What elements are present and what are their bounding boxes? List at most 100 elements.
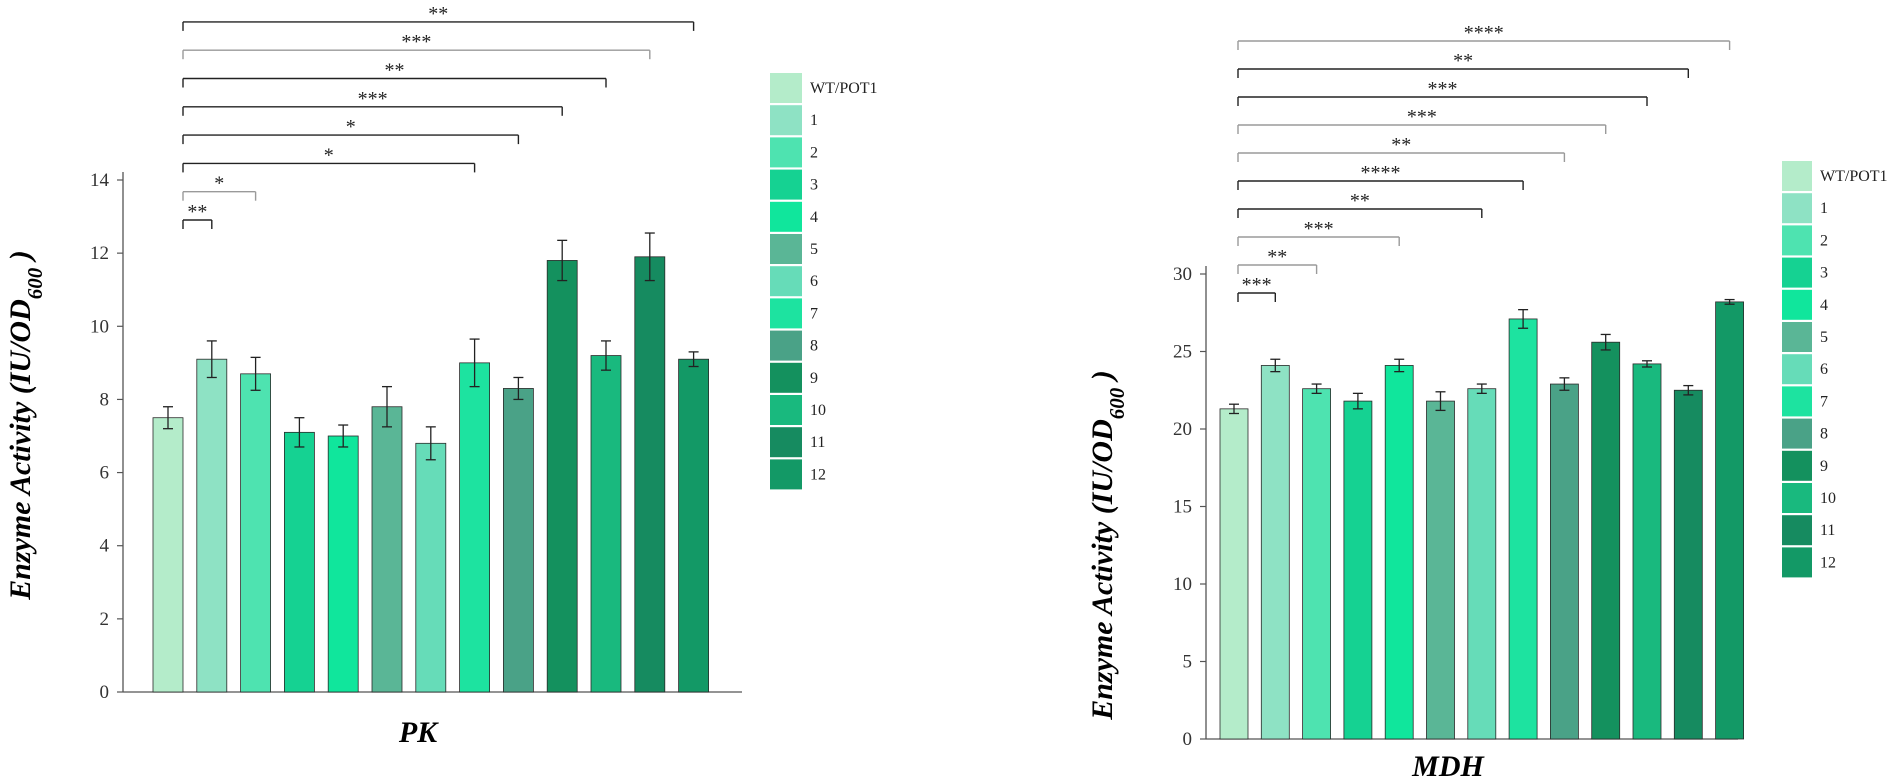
significance-bracket: *** xyxy=(182,88,563,116)
legend-swatch xyxy=(770,330,802,361)
significance-bracket: * xyxy=(182,116,520,145)
bar-7 xyxy=(459,362,491,693)
y-tick-label: 0 xyxy=(1183,729,1193,750)
legend-swatch xyxy=(1782,450,1812,481)
legend-swatch xyxy=(770,266,802,297)
y-tick-label: 10 xyxy=(90,316,109,337)
significance-label: ** xyxy=(1350,190,1370,212)
significance-label: *** xyxy=(1304,218,1334,240)
legend-swatch xyxy=(1782,354,1812,385)
bar-2 xyxy=(1302,388,1331,740)
significance-label: **** xyxy=(1464,22,1504,44)
bar-10 xyxy=(590,355,622,693)
legend-swatch xyxy=(770,201,802,232)
legend-swatch xyxy=(1782,289,1812,320)
significance-label: *** xyxy=(401,31,431,53)
legend-label: 4 xyxy=(810,209,818,226)
bar-11 xyxy=(1673,389,1703,740)
legend-label: 3 xyxy=(810,177,818,194)
legend-swatch xyxy=(770,105,802,136)
legend-label: 2 xyxy=(810,144,818,161)
significance-bracket: ** xyxy=(182,60,607,88)
significance-label: **** xyxy=(1361,162,1401,184)
legend-swatch xyxy=(770,234,802,264)
y-tick-label: 0 xyxy=(100,682,110,703)
bar-6 xyxy=(415,442,447,693)
y-axis-label: Enzyme Activity (IU/OD600 ) xyxy=(1086,370,1129,721)
bar-2 xyxy=(240,373,272,693)
legend-label: 2 xyxy=(1820,232,1828,249)
legend-label: 10 xyxy=(1820,490,1836,507)
y-axis-label: Enzyme Activity (IU/OD600 ) xyxy=(4,250,47,601)
bar-5 xyxy=(371,406,403,693)
legend-label: 6 xyxy=(810,273,818,290)
legend-label: 6 xyxy=(1820,361,1828,378)
significance-bracket: ** xyxy=(1237,246,1318,274)
legend-swatch xyxy=(1782,193,1812,224)
legend-swatch xyxy=(770,395,802,425)
significance-bracket: *** xyxy=(1237,106,1607,134)
bar-1 xyxy=(196,358,228,693)
legend-label: 9 xyxy=(810,370,818,387)
legend-swatch xyxy=(1782,161,1812,191)
bar-wt-pot1 xyxy=(1219,408,1249,740)
significance-label: *** xyxy=(1242,274,1272,296)
bar-3 xyxy=(283,431,315,693)
significance-label: * xyxy=(214,173,224,195)
significance-label: ** xyxy=(1391,134,1411,156)
legend-swatch xyxy=(770,459,802,490)
y-tick-label: 20 xyxy=(1173,419,1192,440)
legend-swatch xyxy=(1782,257,1812,288)
bar-10 xyxy=(1632,363,1662,740)
legend-label: 9 xyxy=(1820,458,1828,475)
significance-label: ** xyxy=(385,60,405,82)
bar-5 xyxy=(1426,400,1455,740)
significance-bracket: *** xyxy=(182,31,651,60)
bar-9 xyxy=(1591,341,1621,740)
legend-swatch xyxy=(1782,515,1812,546)
legend-label: 1 xyxy=(1820,200,1828,217)
bar-12 xyxy=(1715,301,1744,740)
significance-label: *** xyxy=(1407,106,1437,128)
bar-8 xyxy=(1550,383,1579,740)
legend-label: 8 xyxy=(810,338,818,355)
significance-label: ** xyxy=(1267,246,1287,268)
legend-label: 4 xyxy=(1820,297,1828,314)
bar-7 xyxy=(1508,318,1538,740)
significance-label: * xyxy=(346,116,356,138)
bar-4 xyxy=(1384,365,1414,740)
y-tick-label: 30 xyxy=(1173,264,1192,285)
significance-label: ** xyxy=(1453,50,1473,72)
bar-12 xyxy=(678,358,709,693)
legend-label: 5 xyxy=(1820,329,1828,346)
legend-swatch xyxy=(770,169,802,200)
y-tick-label: 2 xyxy=(100,609,110,630)
legend-swatch xyxy=(1782,547,1812,578)
y-tick-label: 15 xyxy=(1173,497,1192,518)
legend-swatch xyxy=(770,427,802,458)
legend-label: 5 xyxy=(810,241,818,258)
bar-wt-pot1 xyxy=(152,417,184,693)
legend-label: 12 xyxy=(810,466,826,483)
significance-label: *** xyxy=(1428,78,1458,100)
y-tick-label: 25 xyxy=(1173,342,1192,363)
significance-label: * xyxy=(324,144,334,166)
y-tick-label: 12 xyxy=(90,243,109,264)
legend-swatch xyxy=(1782,418,1812,449)
legend-label: 8 xyxy=(1820,426,1828,443)
bar-6 xyxy=(1467,388,1497,740)
significance-bracket: ** xyxy=(182,201,213,229)
y-tick-label: 8 xyxy=(100,389,110,410)
y-tick-label: 6 xyxy=(100,463,110,484)
y-tick-label: 14 xyxy=(90,170,110,191)
significance-label: *** xyxy=(358,88,388,110)
legend-label: 11 xyxy=(810,434,825,451)
significance-bracket: * xyxy=(182,144,476,173)
legend-label: 3 xyxy=(1820,265,1828,282)
y-tick-label: 5 xyxy=(1183,652,1193,673)
bar-8 xyxy=(502,388,534,693)
significance-bracket: *** xyxy=(1237,78,1648,106)
